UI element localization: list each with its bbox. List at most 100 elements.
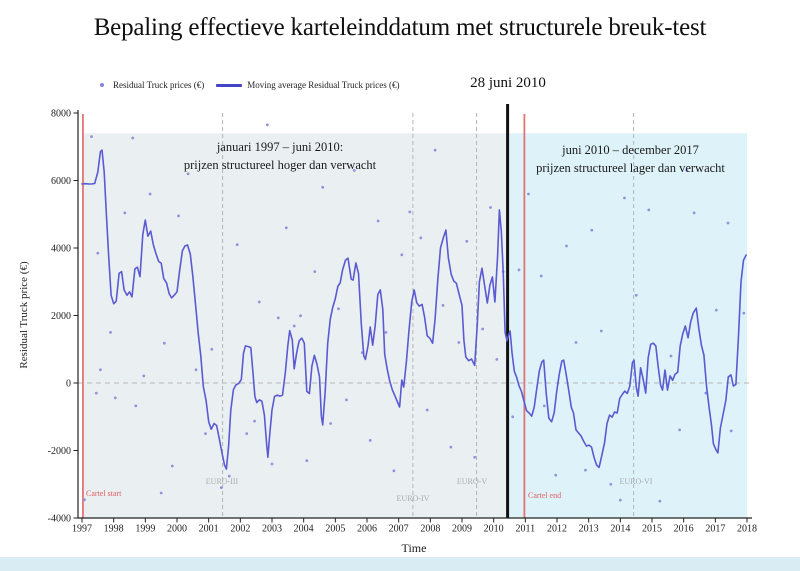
scatter-point — [253, 419, 256, 423]
scatter-point — [177, 214, 181, 218]
scatter-point — [194, 368, 198, 372]
scatter-point — [131, 136, 135, 140]
scatter-point — [400, 253, 404, 257]
y-tick-label: 8000 — [51, 109, 71, 120]
scatter-point — [457, 341, 461, 344]
scatter-point — [433, 148, 437, 152]
legend-line-marker-icon — [216, 83, 243, 87]
scatter-point — [159, 491, 163, 495]
x-tick-label: 2010 — [484, 524, 504, 535]
scatter-point — [148, 192, 152, 196]
x-axis-label: Time — [401, 541, 427, 555]
scatter-point — [584, 468, 587, 472]
scatter-point — [219, 486, 223, 489]
x-tick-label: 2015 — [642, 524, 662, 535]
scatter-point — [419, 236, 423, 240]
scatter-point — [647, 208, 651, 212]
scatter-point — [392, 469, 396, 473]
x-tick-label: 2011 — [516, 524, 536, 535]
scatter-point — [109, 331, 112, 334]
scatter-point — [96, 251, 100, 255]
break-date-label: 28 juni 2010 — [470, 75, 546, 91]
scatter-point — [465, 239, 469, 243]
scatter-point — [329, 422, 332, 425]
annotation-pre-break-line2: prijzen structureel hoger dan verwacht — [183, 158, 377, 173]
annotation-pre-break-line1: januari 1997 – juni 2010: — [216, 140, 344, 154]
scatter-point — [726, 221, 730, 225]
scatter-point — [425, 408, 429, 412]
scatter-point — [352, 169, 356, 172]
slide-title: Bepaling effectieve karteleinddatum met … — [93, 14, 707, 41]
scatter-point — [742, 311, 746, 315]
scatter-point — [337, 307, 340, 311]
scatter-point — [186, 172, 190, 176]
x-tick-label: 2002 — [230, 524, 250, 535]
y-tick-label: 6000 — [51, 176, 71, 187]
scatter-point — [574, 341, 578, 344]
scatter-point — [449, 445, 453, 449]
x-tick-label: 2012 — [547, 524, 567, 535]
scatter-point — [473, 455, 477, 459]
x-tick-label: 1999 — [135, 524, 155, 535]
scatter-point — [658, 499, 662, 503]
x-tick-label: 2001 — [199, 524, 219, 535]
scatter-point — [634, 293, 638, 297]
x-tick-label: 2007 — [389, 524, 409, 535]
x-tick-label: 1997 — [72, 524, 92, 535]
x-tick-label: 2009 — [452, 524, 472, 535]
scatter-point — [204, 432, 207, 435]
scatter-point — [270, 462, 274, 466]
annotation-post-break: juni 2010 – december 2017 prijzen struct… — [514, 141, 747, 177]
scatter-point — [284, 226, 288, 230]
euro4-label: EURO-IV — [396, 494, 430, 503]
scatter-point — [142, 374, 146, 378]
scatter-point — [245, 432, 249, 435]
scatter-point — [517, 268, 521, 272]
scatter-point — [384, 331, 388, 334]
euro6-label: EURO-VI — [619, 477, 653, 486]
cartel-start-label: Cartel start — [86, 489, 122, 498]
scatter-point — [489, 206, 492, 209]
legend-scatter-marker-icon — [100, 83, 104, 87]
scatter-point — [441, 304, 445, 307]
scatter-point — [408, 210, 412, 214]
scatter-point — [554, 473, 558, 477]
highlight-region — [509, 133, 748, 518]
scatter-point — [170, 464, 174, 468]
scatter-point — [590, 228, 594, 232]
scatter-point — [99, 368, 102, 372]
y-tick-label: 0 — [66, 379, 71, 390]
x-tick-label: 2003 — [262, 524, 282, 535]
scatter-point — [527, 192, 530, 196]
scatter-point — [692, 211, 696, 215]
scatter-point — [669, 354, 673, 358]
slide-footer-band — [0, 557, 800, 571]
scatter-point — [83, 498, 86, 502]
annotation-post-break-line1: juni 2010 – december 2017 — [562, 143, 699, 157]
y-tick-label: 4000 — [51, 244, 71, 255]
scatter-point — [599, 329, 603, 333]
scatter-point — [113, 396, 117, 400]
legend-moving-avg-label: Moving average Residual Truck prices (€) — [247, 80, 400, 90]
x-tick-label: 2005 — [325, 524, 345, 535]
scatter-point — [511, 415, 515, 419]
y-axis-label: Residual Truck price (€) — [18, 261, 30, 369]
scatter-point — [90, 135, 93, 139]
scatter-point — [123, 211, 127, 215]
scatter-point — [265, 123, 269, 127]
scatter-point — [481, 327, 484, 331]
y-tick-label: 2000 — [51, 311, 71, 322]
scatter-point — [376, 219, 380, 223]
x-tick-label: 2004 — [294, 524, 314, 535]
y-tick-label: -2000 — [48, 446, 71, 457]
scatter-point — [134, 404, 138, 408]
y-tick-label: -4000 — [48, 514, 71, 525]
x-tick-label: 1998 — [104, 524, 124, 535]
x-tick-label: 2006 — [357, 524, 377, 535]
scatter-point — [210, 347, 214, 351]
scatter-point — [321, 185, 325, 189]
scatter-point — [609, 482, 613, 486]
scatter-point — [539, 274, 543, 278]
